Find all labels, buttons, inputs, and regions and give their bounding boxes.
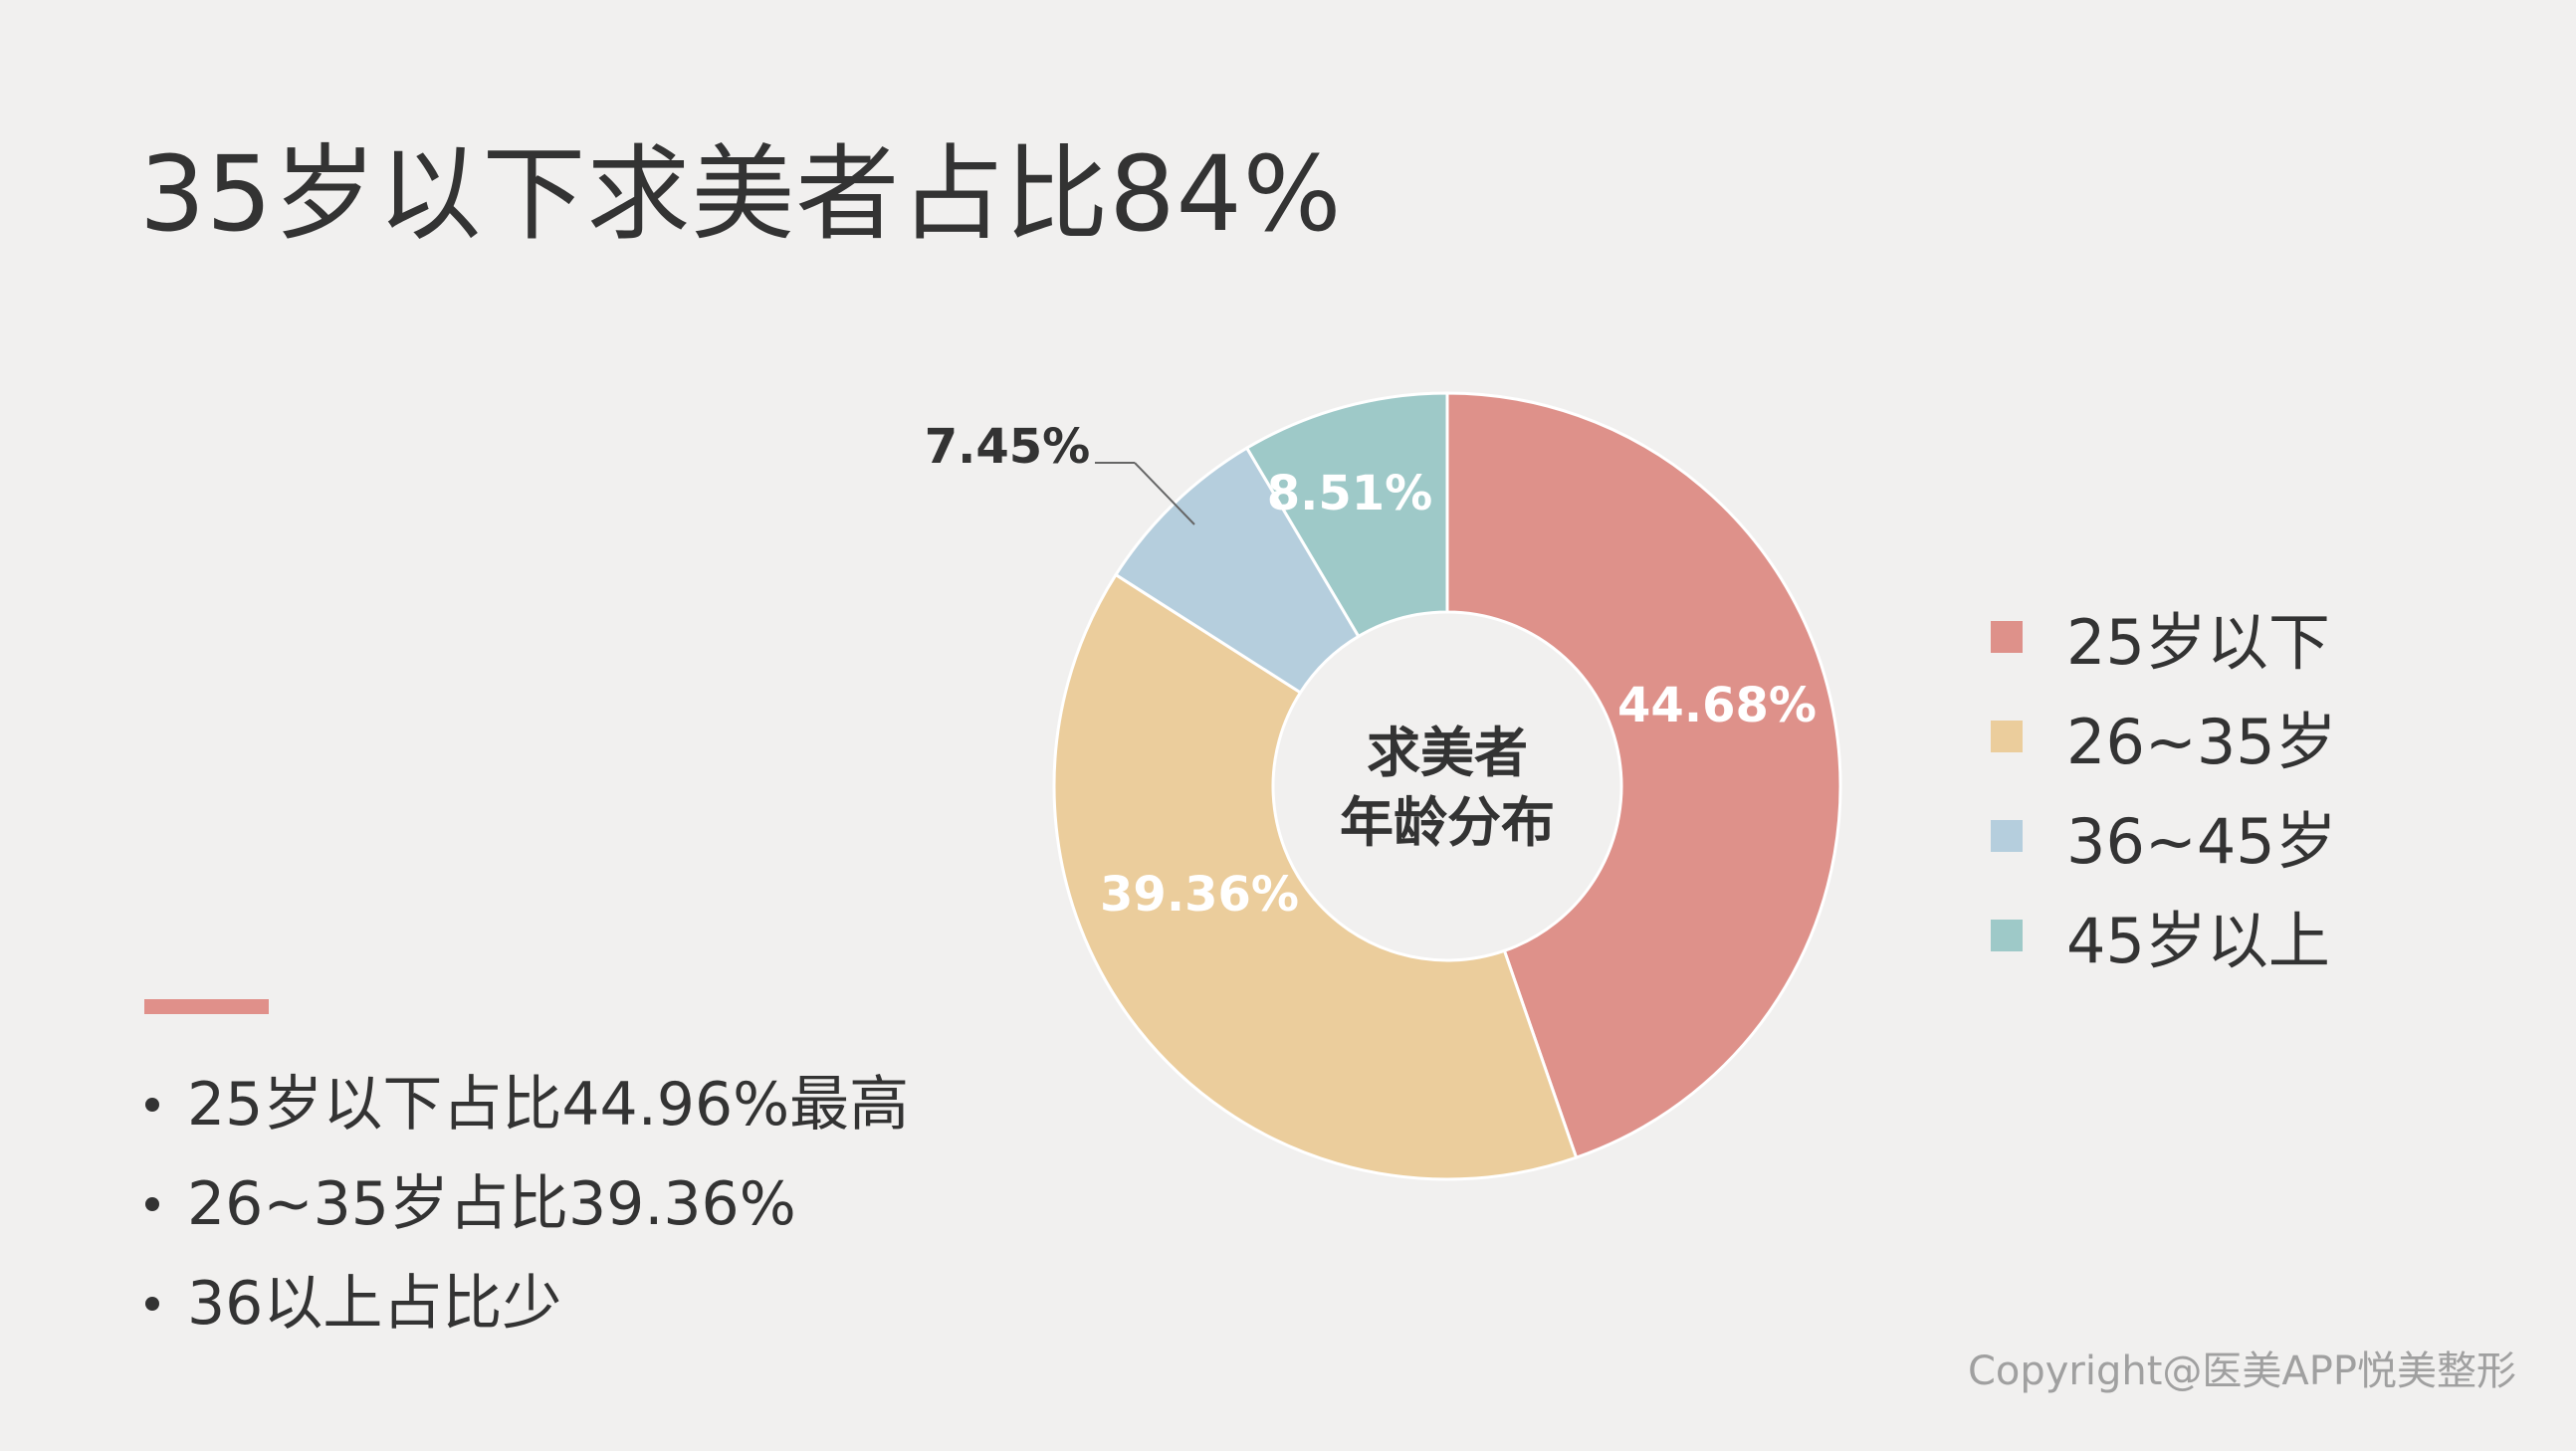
legend-label: 25岁以下 bbox=[2066, 606, 2330, 679]
page-title: 35岁以下求美者占比84% bbox=[139, 133, 1343, 255]
bullet-dot-icon bbox=[145, 1098, 159, 1112]
center-label-line-1: 求美者 bbox=[1367, 722, 1528, 784]
accent-bar bbox=[144, 999, 269, 1014]
slice-26-35 bbox=[1052, 572, 1579, 1181]
bullet-item: 25岁以下占比44.96%最高 bbox=[139, 1055, 909, 1154]
data-label-under-25: 44.68% bbox=[1617, 678, 1817, 733]
bullet-text: 26~35岁占比39.36% bbox=[187, 1169, 796, 1239]
data-label-26-35: 39.36% bbox=[1100, 867, 1299, 923]
legend-swatch bbox=[1991, 621, 2023, 653]
bullet-text: 36以上占比少 bbox=[187, 1269, 562, 1339]
bullet-dot-icon bbox=[145, 1197, 159, 1211]
summary-bullet-list: 25岁以下占比44.96%最高 26~35岁占比39.36% 36以上占比少 bbox=[139, 1055, 909, 1353]
bullet-item: 36以上占比少 bbox=[139, 1254, 909, 1353]
bullet-item: 26~35岁占比39.36% bbox=[139, 1154, 909, 1254]
chart-legend: 25岁以下 26~35岁 36~45岁 45岁以上 bbox=[1991, 587, 2337, 985]
legend-swatch bbox=[1991, 721, 2023, 752]
legend-item-26-35: 26~35岁 bbox=[1991, 687, 2337, 786]
legend-swatch bbox=[1991, 820, 2023, 852]
copyright-text: Copyright@医美APP悦美整形 bbox=[1967, 1348, 2516, 1394]
legend-item-over-45: 45岁以上 bbox=[1991, 886, 2337, 985]
data-label-36-45: 7.45% bbox=[925, 419, 1091, 475]
legend-swatch bbox=[1991, 920, 2023, 951]
slice-over-45 bbox=[1244, 391, 1449, 639]
legend-label: 45岁以上 bbox=[2066, 905, 2330, 977]
slice-under-25 bbox=[1445, 391, 1842, 1160]
bullet-dot-icon bbox=[145, 1297, 159, 1311]
center-label-line-2: 年龄分布 bbox=[1340, 791, 1555, 854]
bullet-text: 25岁以下占比44.96%最高 bbox=[187, 1070, 910, 1140]
legend-item-36-45: 36~45岁 bbox=[1991, 786, 2337, 886]
leader-line-36-45 bbox=[1134, 462, 1195, 525]
data-label-over-45: 8.51% bbox=[1267, 466, 1433, 521]
legend-label: 36~45岁 bbox=[2066, 805, 2337, 878]
legend-label: 26~35岁 bbox=[2066, 706, 2337, 778]
legend-item-under-25: 25岁以下 bbox=[1991, 587, 2337, 687]
